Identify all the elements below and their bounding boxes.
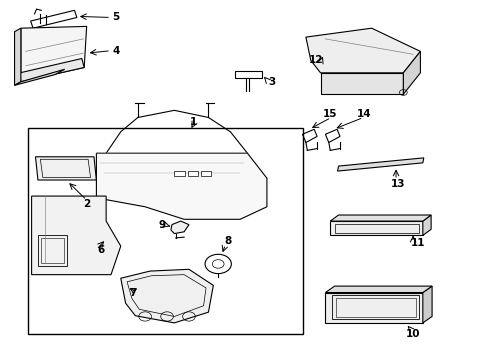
Polygon shape: [121, 269, 213, 323]
Polygon shape: [325, 293, 423, 323]
Bar: [201, 171, 211, 176]
Text: 4: 4: [112, 46, 120, 56]
Polygon shape: [403, 51, 420, 94]
Polygon shape: [320, 73, 403, 94]
Text: 3: 3: [268, 77, 275, 87]
Polygon shape: [325, 286, 432, 293]
Bar: [188, 171, 198, 176]
Polygon shape: [330, 215, 431, 221]
FancyBboxPatch shape: [28, 128, 303, 334]
Bar: [174, 171, 185, 176]
Text: 7: 7: [129, 288, 137, 297]
Text: 13: 13: [391, 179, 406, 189]
Polygon shape: [338, 158, 424, 171]
Text: 14: 14: [357, 109, 372, 119]
Polygon shape: [423, 215, 431, 235]
Polygon shape: [20, 59, 84, 82]
Text: 6: 6: [98, 245, 105, 255]
Polygon shape: [35, 157, 97, 180]
Polygon shape: [21, 26, 87, 82]
Text: 10: 10: [406, 329, 420, 339]
Text: 9: 9: [159, 220, 166, 230]
Text: 5: 5: [112, 13, 120, 22]
Text: 1: 1: [190, 117, 197, 127]
Polygon shape: [171, 221, 189, 234]
Polygon shape: [423, 286, 432, 323]
Text: 11: 11: [411, 238, 425, 248]
Polygon shape: [15, 28, 21, 85]
Polygon shape: [330, 221, 423, 235]
Text: 15: 15: [323, 109, 338, 119]
Text: 12: 12: [308, 55, 323, 65]
Text: 2: 2: [83, 199, 90, 208]
Text: 8: 8: [224, 236, 232, 246]
Polygon shape: [15, 69, 65, 85]
Polygon shape: [31, 196, 121, 275]
Polygon shape: [97, 153, 267, 219]
Polygon shape: [306, 28, 420, 73]
